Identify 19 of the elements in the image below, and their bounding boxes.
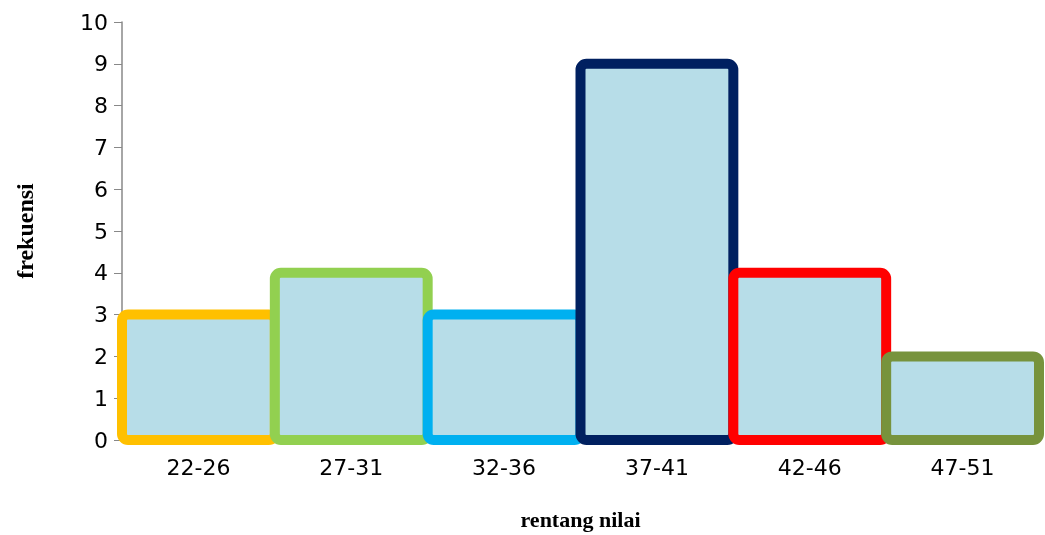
x-tick-label: 42-46 xyxy=(777,454,842,480)
y-tick-label: 7 xyxy=(94,134,108,160)
y-tick-label: 4 xyxy=(94,260,108,286)
x-axis-title: rentang nilai xyxy=(520,506,641,532)
x-tick-label: 32-36 xyxy=(472,454,537,480)
y-axis-title: frekuensi xyxy=(12,182,38,279)
y-tick-label: 3 xyxy=(94,302,108,328)
y-tick-label: 10 xyxy=(80,9,108,35)
x-tick-label: 22-26 xyxy=(166,454,231,480)
x-tick-label: 47-51 xyxy=(930,454,995,480)
y-tick-label: 1 xyxy=(94,385,108,411)
x-tick-label: 37-41 xyxy=(624,454,689,480)
y-tick-label: 8 xyxy=(94,93,108,119)
y-tick-label: 9 xyxy=(94,51,108,77)
y-tick-label: 6 xyxy=(94,176,108,202)
y-tick-label: 5 xyxy=(94,218,108,244)
x-tick-label: 27-31 xyxy=(319,454,384,480)
y-tick-label: 2 xyxy=(94,343,108,369)
y-tick-label: 0 xyxy=(94,427,108,453)
